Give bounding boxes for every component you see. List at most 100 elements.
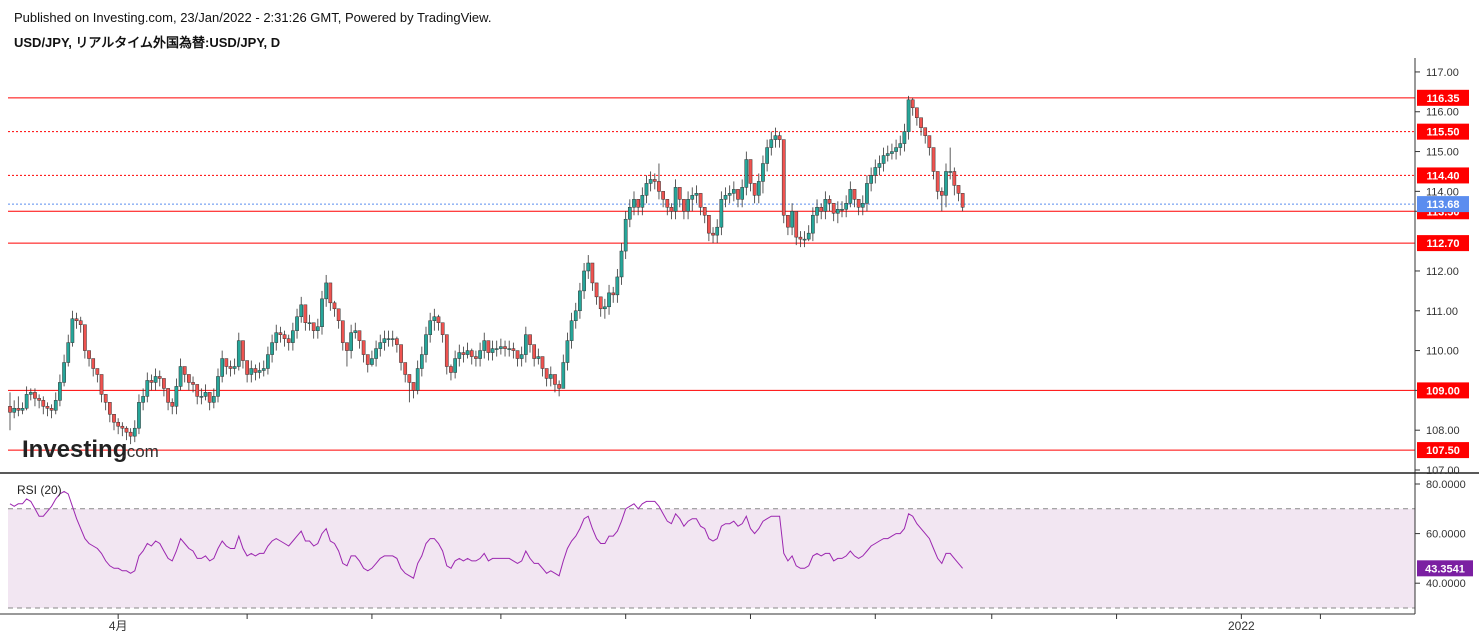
candle-up — [70, 318, 75, 343]
candle-down — [245, 360, 249, 375]
price-tick-label: 112.00 — [1426, 266, 1459, 278]
current-price-label: 113.68 — [1426, 199, 1459, 211]
candle-down — [702, 207, 707, 216]
level-label-box — [1417, 442, 1469, 459]
candle-up — [274, 332, 279, 343]
candle-down — [241, 340, 245, 361]
candle-up — [719, 199, 724, 228]
candle-up — [178, 366, 183, 387]
candle-up — [877, 163, 882, 168]
candle-up — [415, 368, 420, 391]
candle-up — [382, 338, 387, 343]
candle-up — [865, 183, 869, 204]
candle-down — [707, 214, 711, 234]
candle-up — [860, 203, 865, 208]
candle-up — [20, 408, 25, 411]
rsi-tick-label: 40.0000 — [1426, 578, 1466, 590]
candle-up — [453, 358, 457, 373]
candle-down — [952, 171, 957, 186]
candle-up — [370, 358, 374, 365]
level-label-box — [1417, 382, 1469, 399]
candle-up — [607, 292, 611, 308]
candle-down — [162, 378, 166, 389]
candle-up — [948, 171, 953, 173]
candle-up — [885, 153, 890, 156]
candle-up — [773, 135, 778, 140]
candle-down — [777, 135, 782, 140]
price-tick-label: 115.00 — [1426, 147, 1459, 159]
level-label: 112.70 — [1426, 238, 1459, 250]
candle-up — [53, 400, 58, 411]
candle-up — [906, 99, 911, 132]
candle-down — [340, 320, 345, 343]
candle-down — [935, 171, 940, 192]
investing-watermark: Investing .com — [22, 436, 159, 463]
candle-down — [461, 352, 466, 355]
candle-down — [827, 199, 832, 204]
price-tick-label: 117.00 — [1426, 67, 1459, 79]
candle-down — [87, 350, 91, 359]
candle-up — [840, 209, 844, 211]
candle-up — [902, 131, 907, 144]
price-tick-label: 114.00 — [1426, 186, 1459, 198]
candle-down — [41, 400, 46, 407]
rsi-tick-label: 60.0000 — [1426, 529, 1466, 541]
candle-up — [62, 362, 66, 383]
symbol-title: USD/JPY, リアルタイム外国為替:USD/JPY, D — [14, 35, 281, 50]
candle-up — [232, 366, 237, 369]
candle-up — [686, 199, 690, 212]
candle-down — [444, 334, 449, 367]
candle-up — [802, 238, 807, 241]
candle-down — [74, 318, 79, 321]
candle-up — [257, 370, 262, 373]
candle-up — [569, 320, 574, 341]
candle-up — [295, 316, 299, 331]
candle-up — [561, 362, 566, 389]
candle-down — [228, 366, 233, 369]
candle-up — [844, 203, 849, 210]
candle-down — [910, 99, 915, 109]
candle-up — [761, 163, 765, 182]
candle-down — [698, 193, 703, 208]
candle-up — [869, 175, 873, 184]
candle-down — [128, 431, 133, 437]
candle-down — [436, 316, 441, 323]
level-label: 115.50 — [1426, 127, 1459, 139]
candle-up — [299, 304, 304, 317]
candle-down — [112, 414, 116, 423]
candle-up — [873, 167, 878, 176]
candle-up — [28, 392, 33, 395]
candle-up — [673, 187, 678, 212]
candle-up — [536, 356, 541, 359]
candle-up — [353, 330, 358, 333]
candle-up — [648, 179, 653, 184]
candle-down — [182, 366, 187, 375]
candle-up — [769, 139, 774, 148]
candle-down — [357, 330, 362, 341]
candle-down — [345, 342, 349, 351]
candle-down — [636, 199, 641, 208]
candle-up — [623, 218, 628, 252]
candle-up — [66, 342, 71, 363]
candle-down — [195, 384, 200, 397]
candle-up — [307, 322, 312, 324]
price-tick-label: 116.00 — [1426, 107, 1459, 119]
candle-up — [740, 187, 745, 200]
candle-up — [507, 348, 512, 350]
candle-down — [149, 380, 154, 383]
candle-up — [790, 211, 794, 228]
time-tick-label: 2022 — [1228, 619, 1255, 633]
level-label-box — [1417, 235, 1469, 252]
candle-up — [765, 147, 769, 164]
candle-down — [956, 185, 961, 194]
candle-up — [806, 232, 811, 240]
level-label: 114.40 — [1426, 170, 1459, 182]
candle-down — [794, 211, 799, 238]
candle-down — [711, 232, 715, 236]
candle-up — [419, 354, 424, 369]
candle-down — [395, 338, 399, 345]
candle-down — [819, 207, 824, 212]
candle-down — [553, 374, 557, 385]
candle-up — [145, 380, 150, 397]
